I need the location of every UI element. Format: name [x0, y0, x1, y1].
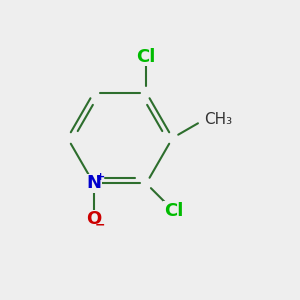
Text: +: + [96, 172, 105, 182]
Text: Cl: Cl [164, 202, 184, 220]
Text: −: − [95, 218, 106, 231]
Text: N: N [86, 175, 101, 193]
Text: CH₃: CH₃ [204, 112, 232, 128]
Text: Cl: Cl [136, 47, 156, 65]
Text: O: O [86, 211, 101, 229]
